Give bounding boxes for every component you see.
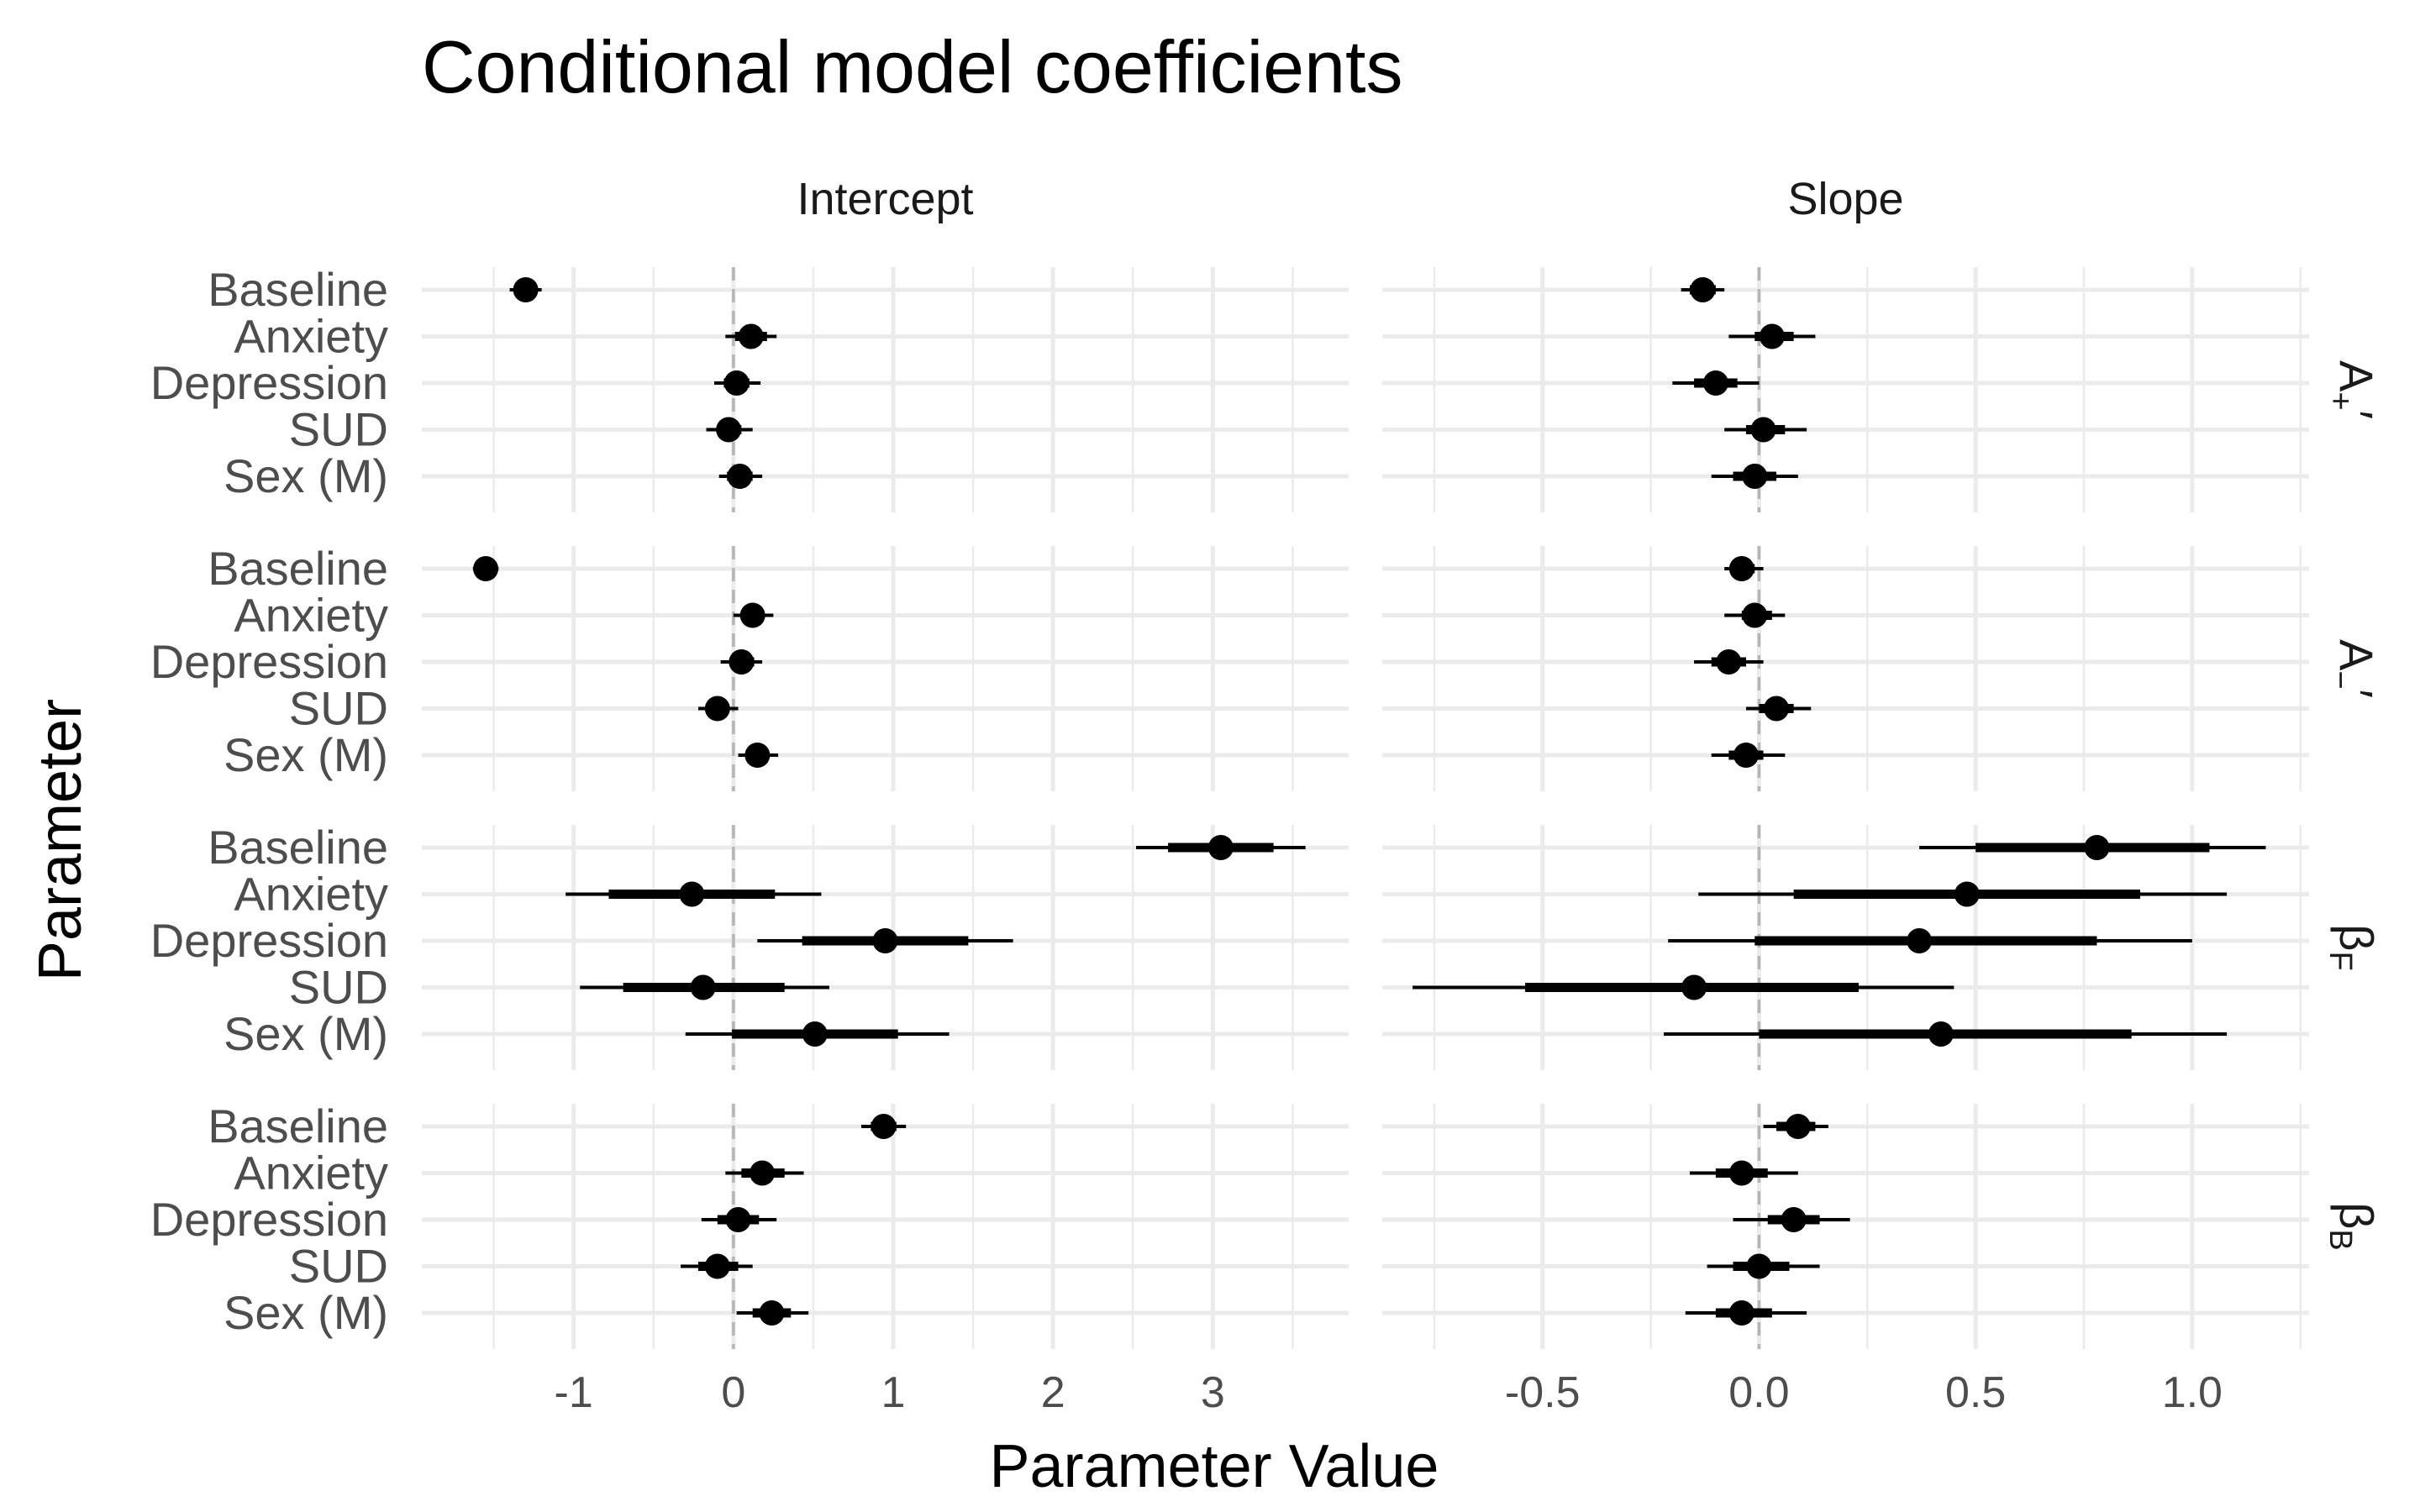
- point-intercept-row3-sex-m: [802, 1021, 828, 1047]
- x-tick-label-slope: 0.0: [1728, 1368, 1789, 1417]
- point-slope-row1-depression: [1702, 370, 1728, 396]
- y-tick-label-depression: Depression: [150, 635, 388, 688]
- y-tick-label-anxiety: Anxiety: [234, 1147, 388, 1200]
- point-intercept-row2-baseline: [473, 556, 499, 581]
- point-slope-row4-baseline: [1785, 1114, 1811, 1139]
- x-tick-label-intercept: -1: [555, 1368, 593, 1417]
- point-slope-row4-sud: [1746, 1253, 1772, 1279]
- point-slope-row1-anxiety: [1759, 323, 1785, 349]
- point-slope-row3-anxiety: [1954, 881, 1980, 907]
- point-slope-row3-sud: [1681, 974, 1707, 1000]
- y-tick-label-sud: SUD: [289, 1240, 388, 1293]
- point-slope-row3-sex-m: [1928, 1021, 1954, 1047]
- point-intercept-row4-sex-m: [759, 1300, 785, 1326]
- x-tick-label-intercept: 0: [721, 1368, 745, 1417]
- y-tick-label-baseline: Baseline: [208, 821, 388, 874]
- point-slope-row1-sex-m: [1742, 464, 1768, 489]
- point-slope-row2-depression: [1716, 649, 1742, 675]
- point-intercept-row4-anxiety: [750, 1160, 776, 1186]
- y-tick-label-sex-m: Sex (M): [224, 449, 388, 502]
- point-intercept-row3-depression: [872, 928, 898, 953]
- point-slope-row4-depression: [1781, 1207, 1807, 1232]
- y-tick-label-sud: SUD: [289, 961, 388, 1014]
- point-intercept-row2-depression: [729, 649, 755, 675]
- y-tick-label-anxiety: Anxiety: [234, 868, 388, 921]
- y-tick-label-sex-m: Sex (M): [224, 1286, 388, 1339]
- strip-label-slope: Slope: [1787, 174, 1903, 224]
- y-tick-label-depression: Depression: [150, 1193, 388, 1246]
- point-intercept-row2-anxiety: [739, 602, 765, 628]
- y-tick-label-baseline: Baseline: [208, 1100, 388, 1152]
- x-tick-label-intercept: 1: [881, 1368, 906, 1417]
- point-slope-row2-baseline: [1728, 556, 1754, 581]
- y-tick-label-sex-m: Sex (M): [224, 1007, 388, 1060]
- chart-title: Conditional model coefficients: [422, 25, 1403, 108]
- point-slope-row2-sex-m: [1733, 743, 1759, 768]
- point-intercept-row3-sud: [690, 974, 716, 1000]
- point-intercept-row2-sex-m: [744, 743, 771, 768]
- point-slope-row1-sud: [1750, 417, 1776, 443]
- point-intercept-row4-baseline: [871, 1114, 897, 1139]
- x-axis-title: Parameter Value: [990, 1433, 1439, 1500]
- x-tick-label-intercept: 3: [1201, 1368, 1225, 1417]
- point-intercept-row3-baseline: [1207, 835, 1234, 860]
- point-slope-row2-sud: [1764, 696, 1790, 722]
- point-slope-row3-baseline: [2084, 835, 2110, 860]
- chart-panels: Intercept-1 0 1 2 3BaselineAnxietyDepression…: [150, 174, 2383, 1417]
- point-intercept-row4-depression: [725, 1207, 751, 1232]
- y-tick-label-anxiety: Anxiety: [234, 310, 388, 363]
- row-strip-label-2: A−′: [2323, 639, 2383, 698]
- x-tick-label-intercept: 2: [1041, 1368, 1065, 1417]
- y-tick-label-sud: SUD: [289, 682, 388, 735]
- point-intercept-row1-baseline: [513, 277, 539, 302]
- point-slope-row4-sex-m: [1728, 1300, 1754, 1326]
- point-intercept-row1-depression: [723, 370, 750, 396]
- y-tick-label-anxiety: Anxiety: [234, 589, 388, 642]
- point-intercept-row1-sex-m: [727, 464, 753, 489]
- y-tick-label-sud: SUD: [289, 403, 388, 456]
- point-intercept-row3-anxiety: [679, 881, 705, 907]
- point-intercept-row4-sud: [704, 1253, 730, 1279]
- point-slope-row1-baseline: [1690, 277, 1716, 302]
- point-intercept-row1-anxiety: [738, 323, 764, 349]
- point-slope-row4-anxiety: [1728, 1160, 1754, 1186]
- x-tick-label-slope: -0.5: [1505, 1368, 1581, 1417]
- y-tick-label-baseline: Baseline: [208, 542, 388, 595]
- point-slope-row3-depression: [1907, 928, 1933, 953]
- row-strip-label-4: βB: [2323, 1202, 2383, 1251]
- y-tick-label-baseline: Baseline: [208, 263, 388, 316]
- x-tick-label-slope: 1.0: [2162, 1368, 2223, 1417]
- row-strip-label-3: βF: [2323, 924, 2383, 970]
- point-intercept-row2-sud: [704, 696, 730, 722]
- x-tick-label-slope: 0.5: [1945, 1368, 2006, 1417]
- strip-label-intercept: Intercept: [797, 174, 973, 224]
- point-slope-row2-anxiety: [1742, 602, 1768, 628]
- point-intercept-row1-sud: [716, 417, 742, 443]
- y-axis-title: Parameter: [27, 699, 94, 981]
- y-tick-label-depression: Depression: [150, 356, 388, 409]
- y-tick-label-sex-m: Sex (M): [224, 728, 388, 781]
- y-tick-label-depression: Depression: [150, 914, 388, 967]
- row-strip-label-1: A+′: [2323, 360, 2383, 419]
